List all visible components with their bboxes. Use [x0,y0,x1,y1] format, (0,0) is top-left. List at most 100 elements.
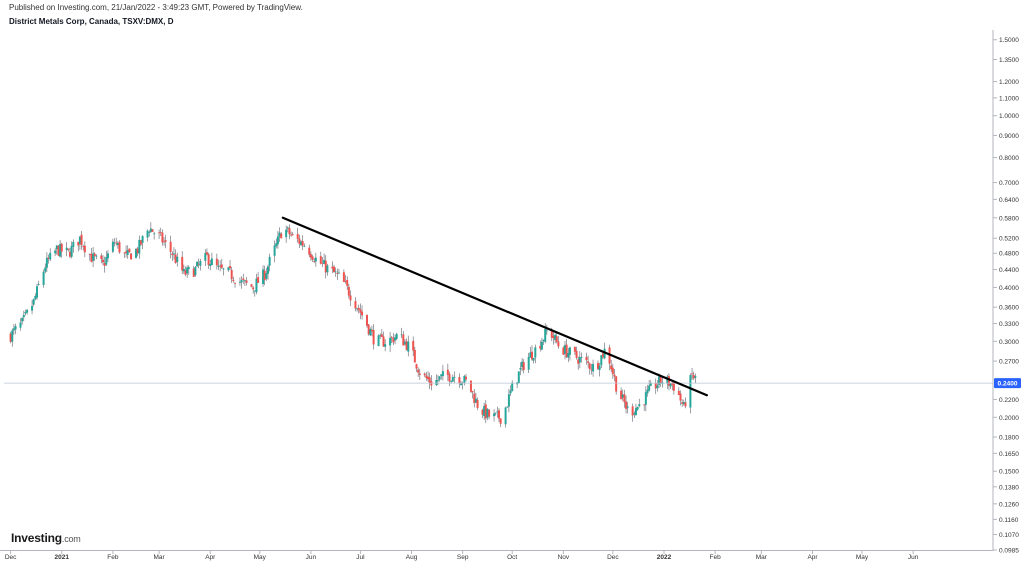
price-tick-label: 1.5000 [999,37,1019,44]
logo-brand: Investing [11,531,62,545]
candle-body [379,335,382,336]
candle-body [689,375,692,408]
candle-body [276,236,279,245]
candle-body [111,241,114,252]
candle-up [105,250,108,266]
candle-body [32,299,35,305]
candle-up [275,238,278,249]
candle-down [136,246,139,257]
candle-down [336,268,339,280]
candle-body [230,269,233,280]
candle-down [102,255,104,266]
candle-down [115,237,118,246]
price-tick-label: 1.3500 [999,57,1019,64]
candle-down [181,251,184,275]
candle-up [564,340,566,360]
candle-body [344,281,347,283]
candle-body [83,245,86,253]
candle-body [116,242,119,246]
candle-body [542,339,545,342]
time-tick-label: 2021 [55,554,70,561]
candle-body [407,341,410,352]
overlay-layer: 0.2400 [4,216,1021,397]
candle-body [458,377,461,384]
candle-body [521,361,524,368]
candle-body [245,280,248,283]
time-axis[interactable]: Dec 2021 Feb Mar Apr May Jun Jul Aug Sep Oct Nov Dec… [0,550,993,561]
candle-body [169,241,172,252]
candle-body [648,385,651,391]
candle-body [372,330,375,345]
candle-body [453,376,456,378]
candle-body [377,335,380,347]
candle-up [506,406,509,408]
candle-body [658,376,661,385]
candle-body [196,262,199,267]
candle-body [367,324,370,335]
candle-up [389,331,392,353]
price-tick-label: 0.5800 [999,215,1019,222]
candle-body [484,404,487,419]
candle-down [681,399,684,407]
candle-body [209,264,212,267]
candle-up [379,333,382,340]
candle-body [643,404,646,406]
candle-body [405,341,408,350]
candle-up [116,241,119,249]
candle-up [435,374,438,387]
candle-body [262,269,265,284]
candle-body [24,311,27,314]
candle-up [626,401,629,414]
candle-body [620,390,623,400]
candle-up [504,406,507,428]
candle-body [219,265,222,267]
candle-down [448,371,451,387]
candle-body [194,267,197,276]
candle-up [621,389,624,402]
candle-up [26,308,29,315]
candle-body [78,236,81,244]
candle-down [171,251,174,261]
candle-up [217,259,220,271]
candle-up [34,293,37,301]
candle-body [164,240,167,242]
candle-body [205,252,208,255]
candle-down [531,345,533,361]
candle-down [597,360,599,371]
candle-up [453,371,456,383]
candle-down [481,408,484,419]
candle-up [95,254,98,260]
candle-body [90,253,93,263]
candle-body [544,328,547,342]
price-axis[interactable]: 1.5000 1.3500 1.2000 1.1000 1.0000 0.9000 0.80… [992,30,1019,555]
candle-body [80,234,83,246]
candle-up [644,386,647,412]
candle-body [592,363,595,372]
candle-up [648,379,651,392]
candle-body [565,344,568,358]
candle-down [100,253,103,264]
candle-body [448,373,451,382]
candle-down [499,418,502,428]
candle-body [337,272,340,274]
time-tick-label: Jul [356,554,365,561]
candle-up [592,359,595,377]
candle-body [666,376,669,384]
candle-body [554,334,557,340]
candle-up [11,328,14,347]
candle-body [671,382,674,385]
candle-down [415,363,418,372]
price-tick-label: 0.1800 [999,435,1019,442]
candle-body [499,418,502,424]
candle-body [575,350,578,358]
candle-body [136,248,139,254]
candle-down [331,261,334,273]
candle-body [314,257,317,262]
candle-down [128,248,131,253]
candle-body [19,322,22,328]
candle-body [509,390,512,394]
candle-down [184,266,187,277]
candle-down [123,252,126,259]
candle-body [100,255,103,260]
